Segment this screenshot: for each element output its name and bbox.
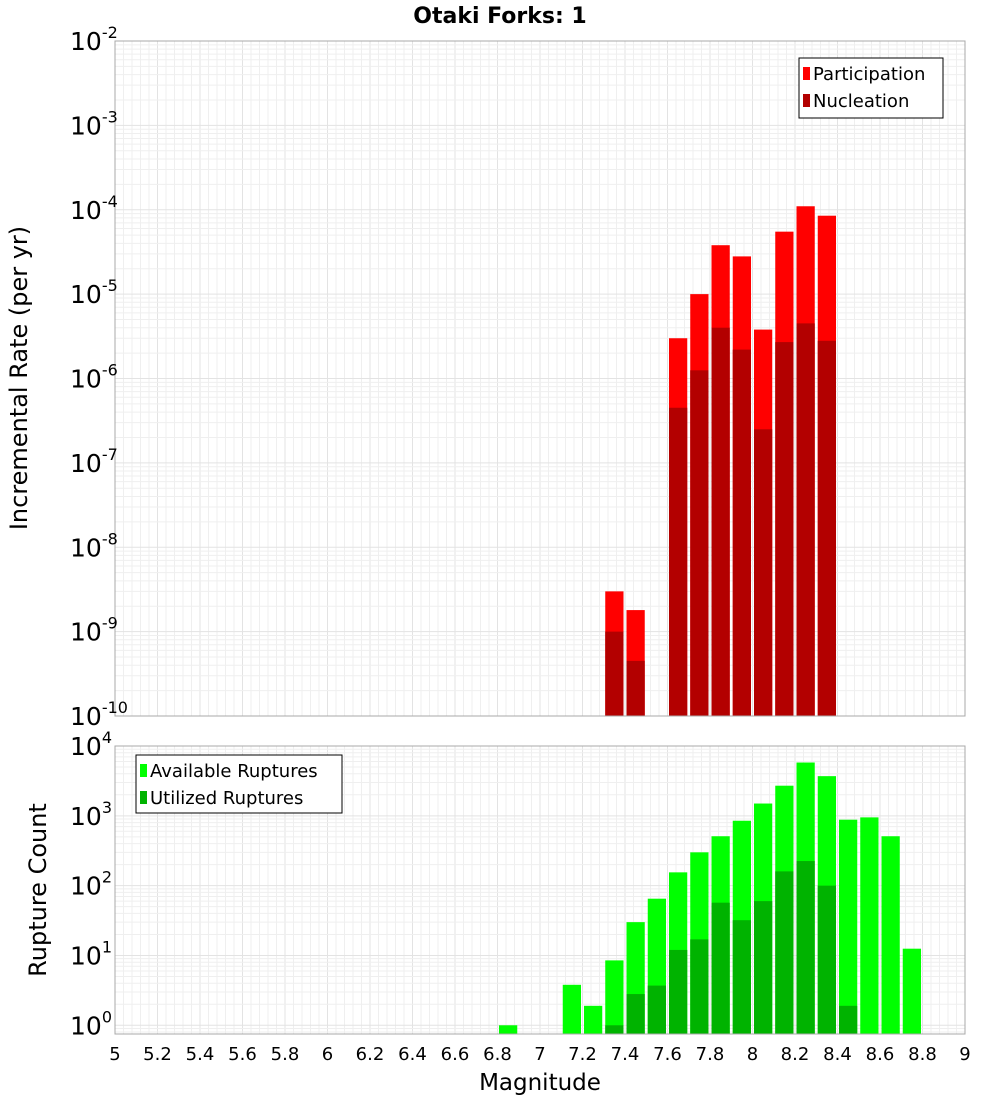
rate-y-tick-label: 10-3 [70, 107, 118, 140]
count-utilized-ruptures-bar [754, 901, 773, 1034]
rate-y-tick-label: 10-7 [70, 445, 118, 478]
x-tick-label: 6.2 [356, 1044, 385, 1065]
count-utilized-ruptures-bar [732, 920, 751, 1034]
rate-y-tick-label: 10-5 [70, 276, 118, 309]
count-legend-label: Utilized Ruptures [150, 788, 303, 809]
rate-nucleation-bar [605, 631, 624, 716]
x-tick-label: 6.6 [441, 1044, 470, 1065]
count-utilized-ruptures-bar [605, 1025, 624, 1034]
count-legend-label: Available Ruptures [150, 761, 318, 782]
x-tick-label: 7.4 [611, 1044, 640, 1065]
count-available-ruptures-bar [499, 1025, 518, 1034]
x-tick-label: 9 [959, 1044, 970, 1065]
chart-title: Otaki Forks: 1 [413, 4, 587, 29]
count-legend [135, 754, 343, 814]
x-tick-label: 5 [109, 1044, 120, 1065]
count-available-ruptures-bar [902, 948, 921, 1034]
rate-y-tick-label: 10-8 [70, 529, 118, 562]
count-y-tick-label: 100 [70, 1007, 112, 1040]
x-tick-label: 5.6 [228, 1044, 257, 1065]
rate-nucleation-bar [690, 370, 709, 716]
rate-y-tick-label: 10-9 [70, 614, 118, 647]
count-utilized-ruptures-bar [626, 994, 645, 1034]
x-tick-label: 8.2 [781, 1044, 810, 1065]
rate-y-tick-label: 10-2 [70, 23, 118, 56]
rate-y-tick-label: 10-6 [70, 361, 118, 394]
count-y-tick-label: 103 [70, 798, 112, 831]
x-tick-label: 5.8 [271, 1044, 300, 1065]
rate-nucleation-bar [754, 429, 773, 716]
count-utilized-ruptures-bar [669, 949, 688, 1034]
rate-legend-label: Participation [813, 64, 925, 85]
rate-legend-swatch [803, 94, 810, 107]
count-y-axis-label: Rupture Count [24, 803, 52, 977]
count-utilized-ruptures-bar [775, 871, 794, 1034]
x-axis-label: Magnitude [479, 1070, 601, 1096]
x-tick-label: 6 [322, 1044, 333, 1065]
x-tick-label: 7.6 [653, 1044, 682, 1065]
count-legend-swatch [140, 764, 147, 777]
count-legend-swatch [140, 791, 147, 804]
x-tick-label: 5.2 [143, 1044, 172, 1065]
rate-legend [798, 57, 944, 119]
count-available-ruptures-bar [605, 960, 624, 1034]
count-y-tick-label: 101 [70, 937, 112, 970]
x-tick-label: 5.4 [186, 1044, 215, 1065]
x-tick-label: 8.8 [908, 1044, 937, 1065]
count-utilized-ruptures-bar [817, 885, 836, 1034]
rate-legend-swatch [803, 67, 810, 80]
count-utilized-ruptures-bar [796, 861, 815, 1034]
count-utilized-ruptures-bar [690, 939, 709, 1034]
rate-nucleation-bar [669, 407, 688, 716]
count-panel: Rupture Count 104 103 102 101 100 Available R… [24, 728, 966, 1040]
count-y-tick-label: 104 [70, 728, 112, 761]
rate-nucleation-bar [626, 660, 645, 716]
count-plot-frame [114, 745, 966, 1035]
count-available-ruptures-bar [839, 819, 858, 1034]
count-available-ruptures-bar [881, 836, 900, 1034]
rate-nucleation-bar [775, 342, 794, 716]
count-utilized-ruptures-bar [647, 985, 666, 1034]
rate-nucleation-bar [796, 323, 815, 716]
x-tick-label: 7.2 [568, 1044, 597, 1065]
rate-nucleation-bar [711, 327, 730, 716]
x-tick-label: 6.4 [398, 1044, 427, 1065]
rate-plot-frame [114, 40, 966, 717]
count-available-ruptures-bar [860, 817, 879, 1034]
x-tick-label: 7 [534, 1044, 545, 1065]
rate-y-tick-label: 10-4 [70, 192, 118, 225]
count-utilized-ruptures-bar [839, 1005, 858, 1034]
x-axis-ticks: 5 5.2 5.4 5.6 5.8 6 6.2 6.4 6.6 6.8 7 7.2 7.4 7.6 7.8 8… [109, 1044, 970, 1065]
rate-y-tick-label: 10-10 [70, 698, 128, 731]
count-available-ruptures-bar [562, 984, 581, 1034]
x-tick-label: 8 [747, 1044, 758, 1065]
x-tick-label: 8.6 [866, 1044, 895, 1065]
count-utilized-ruptures-bar [711, 902, 730, 1034]
x-tick-label: 8.4 [823, 1044, 852, 1065]
x-tick-label: 6.8 [483, 1044, 512, 1065]
rate-nucleation-bar [732, 349, 751, 716]
rate-nucleation-bar [817, 340, 836, 716]
rate-y-axis-label: Incremental Rate (per yr) [5, 226, 33, 530]
count-available-ruptures-bar [584, 1005, 603, 1034]
x-tick-label: 7.8 [696, 1044, 725, 1065]
rate-legend-label: Nucleation [813, 91, 909, 112]
count-y-tick-label: 102 [70, 868, 112, 901]
rate-panel: Incremental Rate (per yr) 10-2 10-3 10-4 10… [5, 23, 966, 731]
